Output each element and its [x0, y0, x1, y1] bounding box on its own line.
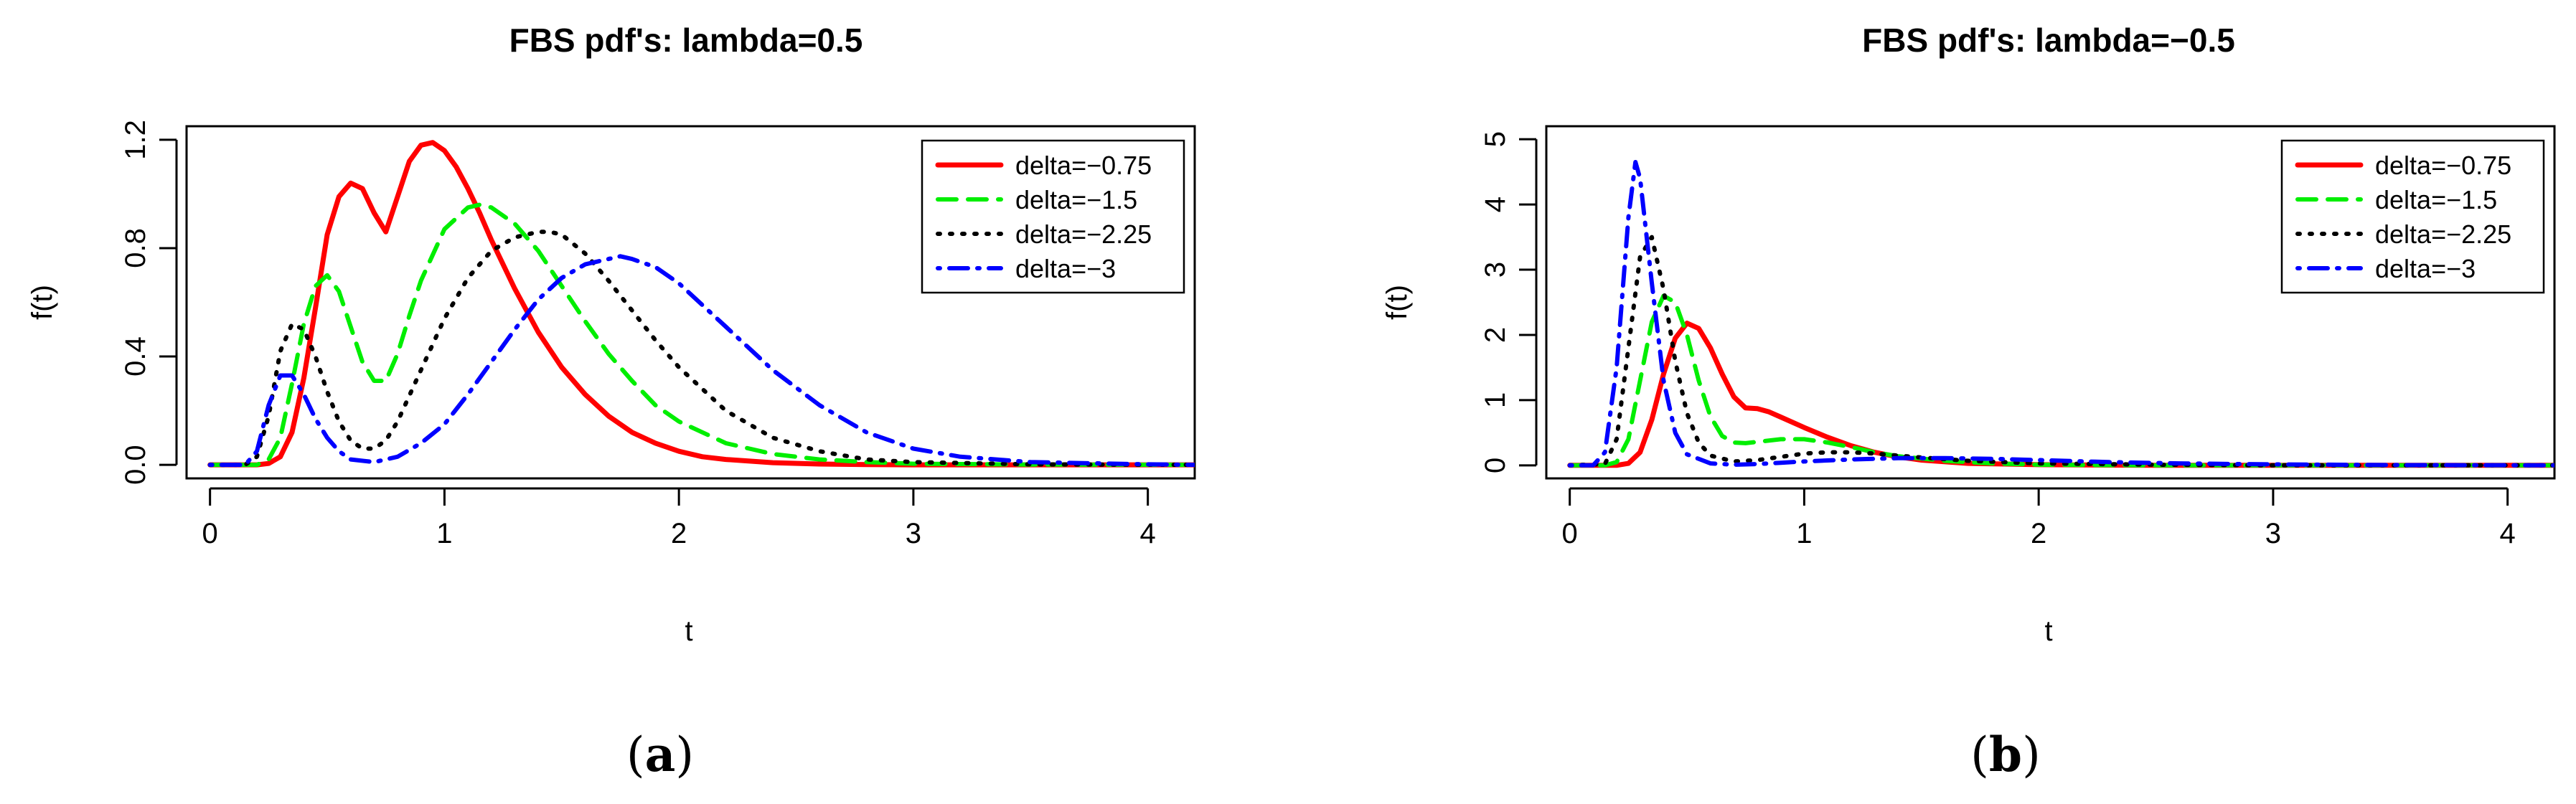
chart-panel-b: FBS pdf's: lambda=−0.5 0 1 2 3 4 0 1 2 3 4 5 t f(t) de… — [1381, 22, 2556, 647]
x-tick-label: 4 — [1140, 518, 1156, 549]
series-line-3 — [207, 230, 1195, 468]
series-line-1 — [207, 140, 1195, 468]
caption-b: (b) — [1970, 727, 2041, 782]
caption-b-letter: b — [1989, 727, 2022, 782]
chart-title: FBS pdf's: lambda=−0.5 — [1862, 22, 2235, 59]
legend-label-4: delta=−3 — [1015, 254, 1116, 283]
x-tick-label: 3 — [906, 518, 921, 549]
x-tick-label: 1 — [1796, 518, 1812, 549]
x-axis-label: t — [2044, 615, 2052, 647]
plot-frame — [1545, 125, 2556, 480]
y-tick-label: 1 — [1480, 392, 1511, 408]
series-line-4 — [1567, 160, 2554, 468]
series-line-1 — [1567, 321, 2554, 468]
legend-label-3: delta=−2.25 — [1015, 219, 1152, 249]
caption-b-close: ) — [2022, 727, 2041, 782]
chart-title: FBS pdf's: lambda=0.5 — [509, 22, 863, 59]
y-tick-label: 3 — [1480, 262, 1511, 278]
y-axis-label: f(t) — [1381, 285, 1413, 320]
y-tick-label: 0 — [1480, 458, 1511, 473]
x-tick-label: 0 — [1562, 518, 1578, 549]
caption-a-close: ) — [675, 727, 694, 782]
chart-panel-a: FBS pdf's: lambda=0.5 0 1 2 3 4 0.0 0.4 0.8 1.2 t f… — [27, 22, 1196, 647]
legend-label-1: delta=−0.75 — [2375, 151, 2511, 180]
y-tick-label: 0.8 — [120, 228, 151, 268]
legend-label-1: delta=−0.75 — [1015, 151, 1152, 180]
y-tick-label: 0.0 — [120, 445, 151, 485]
legend-label-2: delta=−1.5 — [2375, 185, 2497, 214]
legend-label-4: delta=−3 — [2375, 254, 2476, 283]
legend-label-3: delta=−2.25 — [2375, 219, 2511, 249]
y-axis-label: f(t) — [27, 285, 58, 320]
series-line-3 — [1567, 235, 2554, 468]
series-line-4 — [207, 254, 1195, 468]
y-tick-label: 2 — [1480, 327, 1511, 343]
y-tick-label: 0.4 — [120, 336, 151, 377]
x-tick-label: 3 — [2265, 518, 2281, 549]
caption-b-open: ( — [1970, 727, 1989, 782]
y-tick-label: 4 — [1480, 197, 1511, 212]
x-axis-label: t — [685, 615, 692, 647]
caption-a: (a) — [626, 727, 694, 782]
caption-a-open: ( — [626, 727, 645, 782]
series-line-2 — [207, 202, 1195, 468]
x-tick-label: 2 — [671, 518, 687, 549]
plot-frame — [185, 125, 1196, 480]
x-tick-label: 0 — [202, 518, 218, 549]
legend-label-2: delta=−1.5 — [1015, 185, 1137, 214]
y-tick-label: 5 — [1480, 131, 1511, 147]
x-tick-label: 2 — [2031, 518, 2046, 549]
series-line-2 — [1567, 293, 2554, 468]
x-tick-label: 1 — [436, 518, 452, 549]
y-tick-label: 1.2 — [120, 120, 151, 160]
caption-a-letter: a — [645, 727, 676, 782]
x-tick-label: 4 — [2500, 518, 2516, 549]
